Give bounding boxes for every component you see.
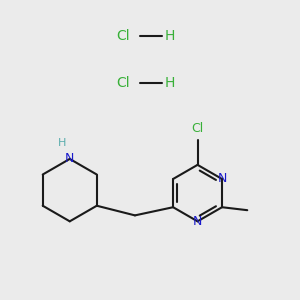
Text: Cl: Cl: [116, 28, 130, 43]
Text: Cl: Cl: [116, 76, 130, 90]
Text: H: H: [164, 28, 175, 43]
Text: Cl: Cl: [191, 122, 204, 135]
Text: H: H: [58, 138, 67, 148]
Text: N: N: [193, 215, 202, 228]
Text: N: N: [65, 152, 74, 165]
Text: N: N: [217, 172, 227, 185]
Text: H: H: [164, 76, 175, 90]
